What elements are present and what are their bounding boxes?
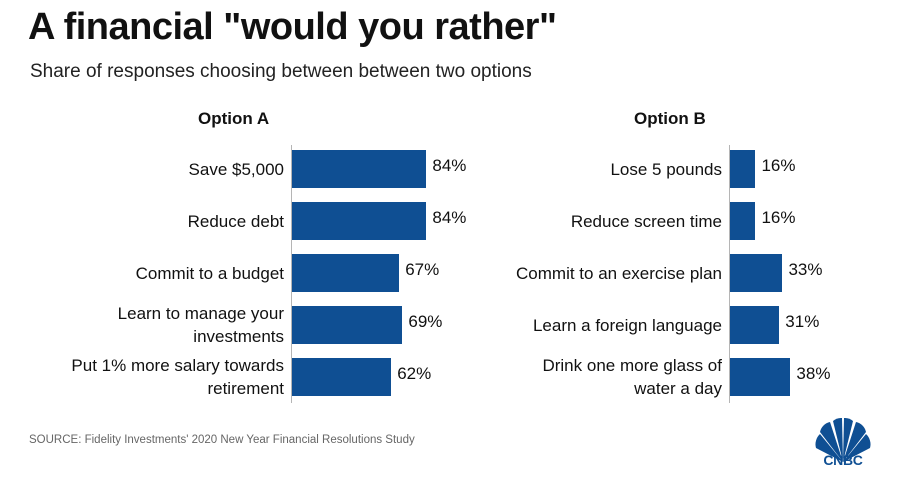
option-b-value-label: 16% xyxy=(761,208,796,227)
option-b-value-label: 16% xyxy=(761,156,796,175)
option-b-category-label: Drink one more glass of water a day xyxy=(542,354,722,400)
option-a-category-label-line: Reduce debt xyxy=(187,211,284,231)
option-b-value-label: 33% xyxy=(788,260,823,279)
cnbc-peacock-logo xyxy=(815,417,871,462)
option-a-category-label: Put 1% more salary towards retirement xyxy=(71,354,284,400)
option-a-bar xyxy=(292,150,427,188)
option-a-category-label-line: retirement xyxy=(207,379,284,398)
option-b-bar xyxy=(730,306,780,344)
chart-subtitle: Share of responses choosing between betw… xyxy=(30,61,532,82)
option-a-value-label: 84% xyxy=(432,208,467,227)
source-note: SOURCE: Fidelity Investments' 2020 New Y… xyxy=(29,434,415,446)
option-a-bar xyxy=(292,202,427,240)
option-b-category-label: Commit to an exercise plan xyxy=(516,262,722,285)
option-a-axis-line xyxy=(291,145,292,403)
option-b-category-label: Lose 5 pounds xyxy=(610,158,722,181)
option-a-bar xyxy=(292,306,403,344)
option-b-category-label-line: Lose 5 pounds xyxy=(610,159,722,179)
cnbc-logo-text: CNBC xyxy=(823,452,863,468)
option-b-category-label: Learn a foreign language xyxy=(533,314,722,337)
option-a-category-label: Reduce debt xyxy=(188,210,284,233)
option-b-category-label-line: Drink one more glass of xyxy=(542,356,722,375)
option-b-axis-line xyxy=(729,145,730,403)
option-b-value-label: 31% xyxy=(785,312,820,331)
option-a-value-label: 69% xyxy=(408,312,443,331)
option-a-bar xyxy=(292,254,400,292)
option-a-category-label-line: Put 1% more salary towards xyxy=(71,356,284,375)
option-a-category-label: Learn to manage your investments xyxy=(118,302,284,348)
option-b-bar xyxy=(730,254,783,292)
option-a-value-label: 67% xyxy=(405,260,440,279)
option-a-value-label: 62% xyxy=(397,364,432,383)
option-a-category-label: Commit to a budget xyxy=(136,262,284,285)
option-b-category-label-line: water a day xyxy=(634,379,722,398)
option-b-category-label: Reduce screen time xyxy=(571,210,722,233)
option-b-value-label: 38% xyxy=(796,364,831,383)
option-a-category-label: Save $5,000 xyxy=(189,158,284,181)
option-b-header: Option B xyxy=(634,109,706,128)
option-b-category-label-line: Reduce screen time xyxy=(570,211,722,231)
option-a-category-label-line: investments xyxy=(193,327,284,346)
option-a-category-label-line: Commit to a budget xyxy=(135,263,284,283)
option-a-category-label-line: Learn to manage your xyxy=(117,304,284,323)
option-b-category-label-line: Learn a foreign language xyxy=(532,315,722,335)
option-a-value-label: 84% xyxy=(432,156,467,175)
option-a-header: Option A xyxy=(198,109,270,128)
option-b-category-label-line: Commit to an exercise plan xyxy=(516,263,722,283)
option-b-bar xyxy=(730,358,791,396)
option-a-bar xyxy=(292,358,392,396)
option-b-bar xyxy=(730,202,756,240)
option-b-bar xyxy=(730,150,756,188)
option-a-category-label-line: Save $5,000 xyxy=(188,159,284,179)
chart-title: A financial "would you rather" xyxy=(28,6,557,48)
